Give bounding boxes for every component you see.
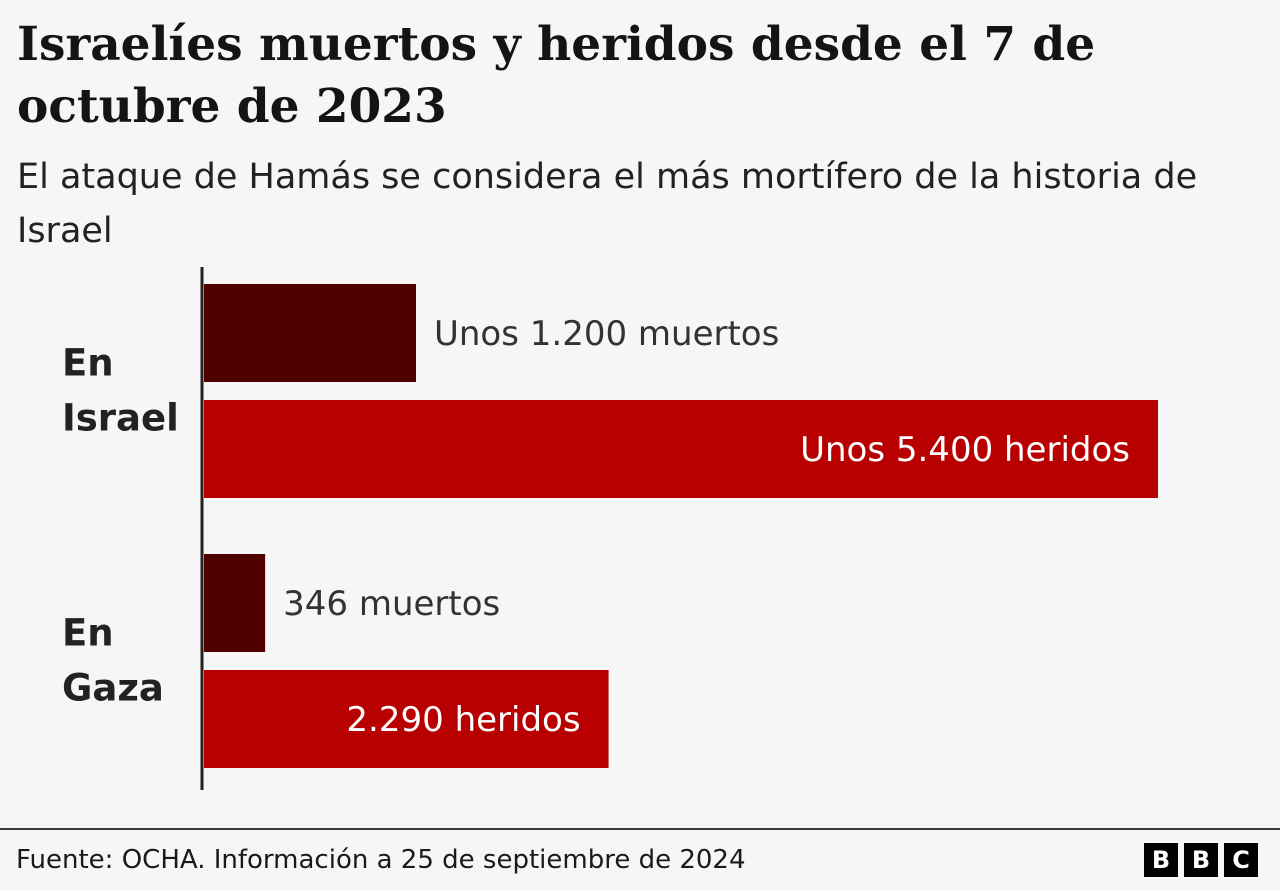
group-label-1-line-1: Gaza xyxy=(62,667,164,710)
data-label-0-muertos: Unos 1.200 muertos xyxy=(434,314,779,354)
chart-subtitle: El ataque de Hamás se considera el más m… xyxy=(17,157,1198,251)
footer-divider xyxy=(0,828,1280,830)
bar-1-heridos xyxy=(204,670,609,768)
data-label-0-heridos: Unos 5.400 heridos xyxy=(800,430,1130,470)
group-label-0-line-1: Israel xyxy=(62,397,179,440)
bbc-logo: B B C xyxy=(1144,843,1258,877)
bar-0-muertos xyxy=(204,284,416,382)
bbc-logo-letter-b1: B xyxy=(1144,843,1178,877)
group-label-1-line-0: En xyxy=(62,612,114,655)
data-label-1-heridos: 2.290 heridos xyxy=(346,700,580,740)
chart-title: Israelíes muertos y heridos desde el 7 d… xyxy=(17,17,1096,134)
bbc-logo-letter-c: C xyxy=(1224,843,1258,877)
data-label-1-muertos: 346 muertos xyxy=(283,584,500,624)
bar-chart: En Israel Unos 1.200 muertos Unos 5.400 her… xyxy=(62,267,1158,790)
bbc-logo-letter-b2: B xyxy=(1184,843,1218,877)
bar-0-heridos xyxy=(204,400,1158,498)
bar-1-muertos xyxy=(204,554,266,652)
source-note: Fuente: OCHA. Información a 25 de septie… xyxy=(16,845,746,875)
group-label-0-line-0: En xyxy=(62,342,114,385)
